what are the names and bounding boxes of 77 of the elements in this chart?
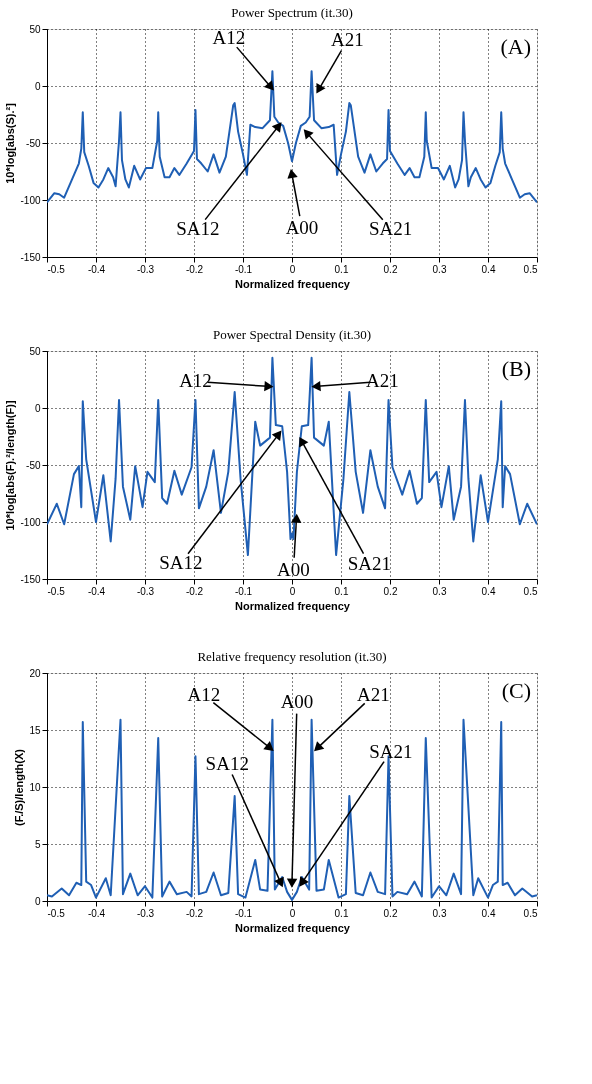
x-tick-label: 0 (289, 263, 296, 275)
x-tick-label: -0.4 (87, 907, 106, 919)
x-tick-label: -0.2 (185, 907, 204, 919)
x-tick-label: -0.2 (185, 585, 204, 597)
x-tick-label: 0 (289, 585, 296, 597)
annotation: (A) (500, 34, 531, 59)
x-tick-label: 0.3 (432, 263, 447, 275)
x-tick-label: 0.1 (334, 907, 349, 919)
y-tick-label: 0 (34, 402, 41, 414)
x-tick-label: -0.5 (47, 585, 66, 597)
x-tick-label: -0.2 (185, 263, 204, 275)
annotation: A21 (366, 370, 399, 392)
y-tick-label: -50 (26, 459, 41, 471)
x-tick-label: -0.3 (136, 907, 155, 919)
annotation: A12 (187, 684, 221, 706)
x-tick-label: -0.4 (87, 585, 106, 597)
x-tick-label: -0.4 (87, 263, 106, 275)
y-tick-label: 0 (34, 895, 41, 907)
y-axis-title: 10*log[abs(S).²] (4, 102, 17, 184)
x-tick-label: 0.5 (523, 907, 538, 919)
annotation: (C) (501, 678, 531, 703)
x-tick-label: -0.3 (136, 585, 155, 597)
line-series (47, 70, 537, 204)
x-tick-label: 0.4 (481, 263, 496, 275)
chart-title: Relative frequency resolution (it.30) (197, 649, 387, 664)
y-tick-label: -100 (20, 516, 41, 528)
chart-title: Power Spectral Density (it.30) (212, 327, 372, 342)
x-tick-label: 0.2 (383, 263, 398, 275)
annotation: SA12 (159, 552, 203, 574)
y-axis-title: 10*log[abs(F).²/length(F)] (4, 400, 17, 531)
chart-title: Power Spectrum (it.30) (231, 5, 353, 20)
x-axis-title: Normalized frequency (235, 599, 351, 612)
annotation: A00 (277, 558, 310, 580)
y-tick-label: 10 (29, 781, 41, 793)
annotation: SA12 (176, 218, 220, 240)
annotation: A21 (357, 684, 390, 706)
x-tick-label: 0.4 (481, 585, 496, 597)
annotation: A12 (179, 370, 212, 392)
x-axis-title: Normalized frequency (235, 277, 351, 290)
y-tick-label: 15 (29, 724, 41, 736)
x-tick-label: 0 (289, 907, 296, 919)
x-axis-title: Normalized frequency (235, 921, 351, 934)
x-tick-label: 0.5 (523, 585, 538, 597)
x-tick-label: 0.3 (432, 585, 447, 597)
annotation: SA21 (347, 553, 391, 575)
annotation: A00 (285, 216, 319, 238)
y-tick-label: 50 (29, 23, 41, 35)
annotation: SA21 (369, 740, 413, 762)
x-tick-label: 0.1 (334, 263, 349, 275)
line-series (47, 356, 537, 557)
x-tick-label: 0.2 (383, 585, 398, 597)
y-tick-label: -150 (20, 251, 41, 263)
x-tick-label: 0.3 (432, 907, 447, 919)
y-tick-label: -100 (20, 194, 41, 206)
x-tick-label: 0.5 (523, 263, 538, 275)
annotation: SA12 (205, 752, 249, 774)
x-tick-label: -0.1 (234, 907, 253, 919)
x-tick-label: -0.5 (47, 263, 66, 275)
x-tick-label: 0.2 (383, 907, 398, 919)
y-tick-label: -50 (26, 137, 41, 149)
y-tick-label: 20 (29, 667, 41, 679)
annotation: A21 (331, 29, 364, 51)
y-axis-title: (F./S)/length(X) (13, 748, 26, 826)
annotation: A00 (280, 690, 314, 712)
y-tick-label: 50 (29, 345, 41, 357)
x-tick-label: -0.1 (234, 263, 253, 275)
x-tick-label: -0.1 (234, 585, 253, 597)
x-tick-label: 0.4 (481, 907, 496, 919)
y-tick-label: 0 (34, 80, 41, 92)
x-tick-label: 0.1 (334, 585, 349, 597)
x-tick-label: -0.5 (47, 907, 66, 919)
annotation: SA21 (369, 217, 413, 239)
annotation: (B) (501, 356, 531, 381)
annotation: A12 (212, 27, 246, 48)
y-tick-label: -150 (20, 573, 41, 585)
y-tick-label: 5 (34, 838, 41, 850)
x-tick-label: -0.3 (136, 263, 155, 275)
